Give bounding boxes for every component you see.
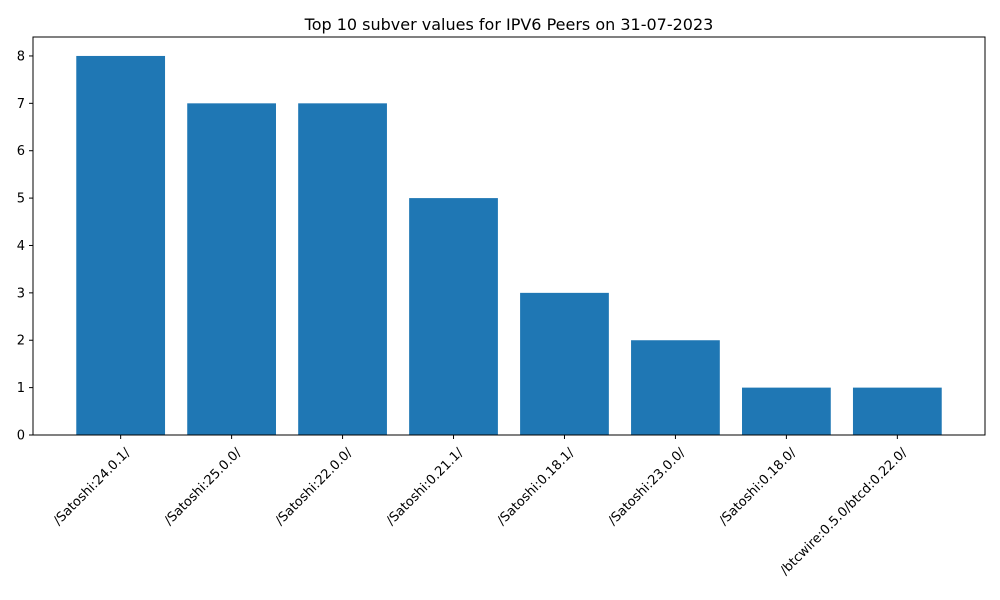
y-tick-label: 5 [17, 192, 25, 207]
bar-2 [187, 103, 276, 435]
bar-7 [742, 387, 831, 435]
x-tick-label: /Satoshi:25.0.0/ [162, 445, 245, 528]
y-tick-label: 8 [17, 49, 25, 64]
bar-4 [409, 198, 498, 435]
bar-6 [631, 340, 720, 435]
y-tick-label: 7 [17, 97, 25, 112]
y-tick-label: 3 [17, 286, 25, 301]
y-tick-label: 2 [17, 334, 25, 349]
y-tick-label: 0 [17, 429, 25, 444]
bar-3 [298, 103, 387, 435]
bars-group [76, 55, 942, 435]
chart-title: Top 10 subver values for IPV6 Peers on 3… [304, 15, 714, 34]
x-tick-label: /Satoshi:24.0.1/ [51, 445, 134, 528]
x-tick-label: /Satoshi:22.0.0/ [273, 445, 356, 528]
y-tick-label: 6 [17, 144, 25, 159]
x-tick-label: /Satoshi:0.21.1/ [384, 445, 467, 528]
x-axis-ticks: /Satoshi:24.0.1/ /Satoshi:25.0.0/ /Satoshi… [51, 435, 911, 578]
y-axis-ticks: 0 1 2 3 4 5 6 7 8 [17, 49, 33, 444]
y-tick-label: 4 [17, 239, 25, 254]
bar-5 [520, 292, 609, 435]
bar-1 [76, 55, 166, 435]
y-tick-label: 1 [17, 381, 25, 396]
bar-8 [852, 387, 942, 435]
x-tick-label: /btcwire:0.5.0/btcd:0.22.0/ [778, 445, 911, 578]
x-tick-label: /Satoshi:0.18.1/ [495, 445, 578, 528]
plot-frame [32, 36, 986, 436]
x-tick-label: /Satoshi:0.18.0/ [716, 445, 799, 528]
x-tick-label: /Satoshi:23.0.0/ [605, 445, 688, 528]
